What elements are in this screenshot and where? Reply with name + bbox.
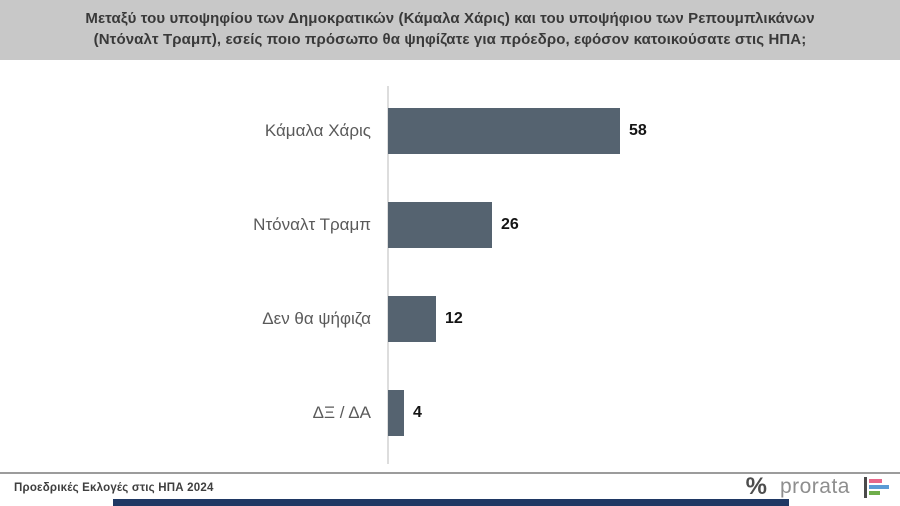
- category-label: Κάμαλα Χάρις: [264, 121, 371, 140]
- value-label: 12: [445, 310, 463, 327]
- footer-divider: [0, 472, 900, 474]
- source-label: Προεδρικές Εκλογές στις ΗΠΑ 2024: [14, 482, 214, 494]
- value-label: 58: [629, 122, 647, 139]
- bar: [388, 108, 620, 154]
- bar-row: Κάμαλα Χάρις 58: [0, 84, 900, 178]
- bar: [388, 202, 492, 248]
- bar-row: Δεν θα ψήφιζα 12: [0, 272, 900, 366]
- mini-barchart-icon: [864, 476, 889, 498]
- bar-chart: Κάμαλα Χάρις 58 Ντόναλτ Τραμπ 26 Δεν θα ψήφι…: [0, 84, 900, 460]
- prorata-wordmark: prorata: [779, 475, 850, 498]
- value-label: 26: [501, 216, 519, 233]
- category-label: ΔΞ / ΔΑ: [312, 403, 371, 422]
- category-label: Δεν θα ψήφιζα: [262, 309, 371, 328]
- chart-baseline-axis: [387, 86, 389, 464]
- percent-icon: %: [745, 473, 767, 500]
- poll-question-title: Μεταξύ του υποψηφίου των Δημοκρατικών (Κ…: [85, 10, 815, 48]
- bottom-accent-bar: [113, 499, 789, 506]
- bar: [388, 390, 404, 436]
- bar-rows: Κάμαλα Χάρις 58 Ντόναλτ Τραμπ 26 Δεν θα ψήφι…: [0, 84, 900, 460]
- prorata-logo: % prorata: [746, 473, 890, 501]
- bar-row: ΔΞ / ΔΑ 4: [0, 366, 900, 460]
- question-header: Μεταξύ του υποψηφίου των Δημοκρατικών (Κ…: [0, 0, 900, 60]
- bar: [388, 296, 436, 342]
- bar-row: Ντόναλτ Τραμπ 26: [0, 178, 900, 272]
- category-label: Ντόναλτ Τραμπ: [253, 215, 371, 234]
- value-label: 4: [413, 404, 422, 421]
